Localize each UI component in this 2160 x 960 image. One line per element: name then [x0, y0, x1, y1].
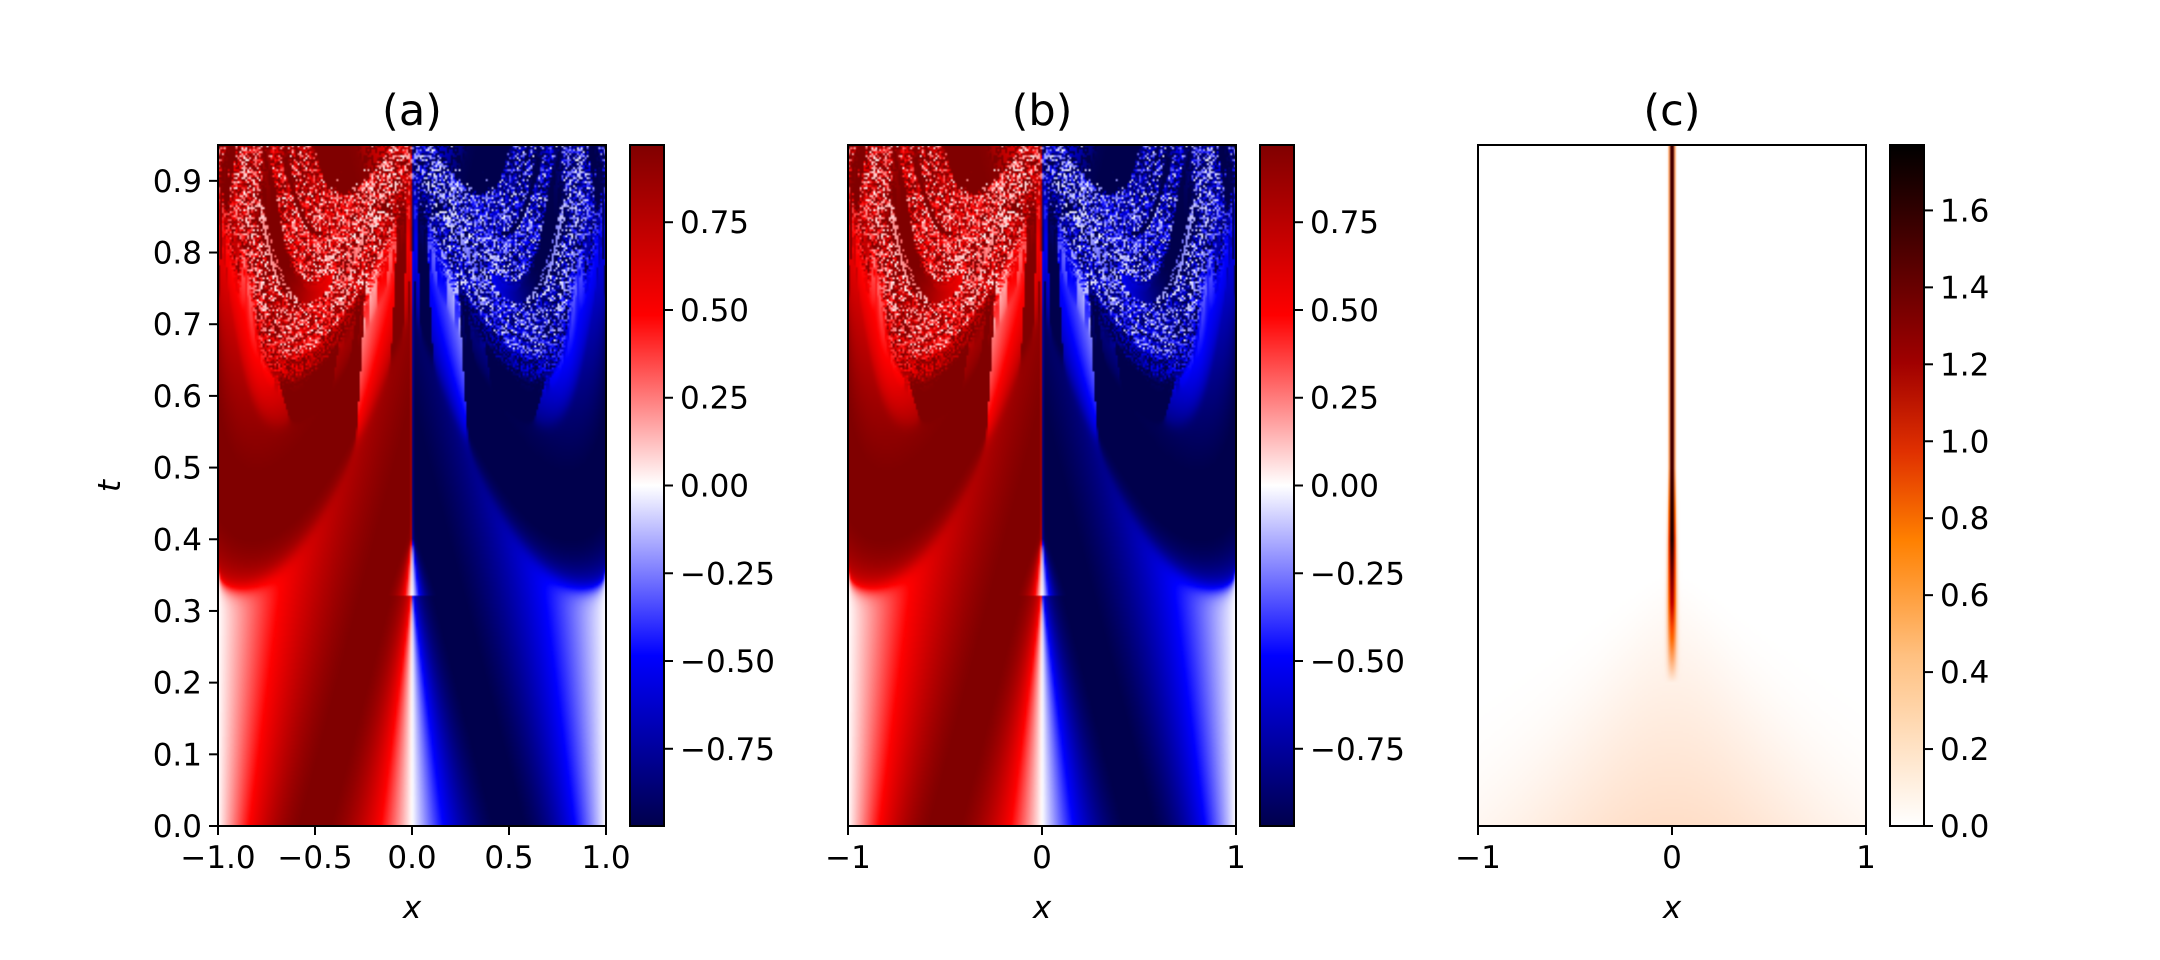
colorbar-tick-label: 0.50 [1310, 293, 1379, 329]
heatmap-c [1478, 145, 1866, 826]
colorbar-tick-label: 0.00 [1310, 469, 1379, 505]
colorbar-tick-label: 0.2 [1940, 732, 1989, 768]
colorbar-tick-label: 0.8 [1940, 501, 1989, 537]
y-ticks-a: 0.0 0.1 0.2 0.3 0.4 0.5 0.6 0.7 0.8 0.9 [153, 164, 218, 845]
x-tick-label: 0 [1032, 840, 1052, 876]
colorbar-ticks-a: 0.75 0.50 0.25 0.00 −0.25 −0.50 −0.75 [664, 205, 775, 768]
panel-title-c: (c) [1643, 86, 1700, 136]
colorbar-tick-label: 0.4 [1940, 655, 1989, 691]
colorbar-tick-label: −0.75 [1310, 732, 1405, 768]
colorbar-tick-label: 0.25 [1310, 381, 1379, 417]
colorbar-ticks-b: 0.75 0.50 0.25 0.00 −0.25 −0.50 −0.75 [1294, 205, 1405, 768]
colorbar-tick-label: 0.0 [1940, 809, 1989, 845]
x-tick-label: −1 [825, 840, 871, 876]
x-tick-label: −1 [1455, 840, 1501, 876]
colorbar-tick-label: 1.2 [1940, 347, 1989, 383]
colorbar-tick-label: −0.75 [680, 732, 775, 768]
x-tick-label: 1 [1226, 840, 1246, 876]
heatmap-a [218, 145, 606, 826]
colorbar-tick-label: −0.25 [680, 556, 775, 592]
colorbar-b [1259, 144, 1295, 827]
colorbar-tick-label: −0.25 [1310, 556, 1405, 592]
x-tick-label: 1.0 [581, 840, 630, 876]
x-tick-label: 0.5 [484, 840, 533, 876]
panel-c: (c) x −1 0 1 1.6 1.4 1.2 1.0 0.8 0.6 0.4 0.2 0.0 [1455, 86, 1989, 926]
colorbar-a [629, 144, 665, 827]
y-tick-label: 0.0 [153, 809, 202, 845]
colorbar-tick-label: 1.4 [1940, 270, 1989, 306]
y-tick-label: 0.3 [153, 594, 202, 630]
colorbar-tick-label: 1.0 [1940, 424, 1989, 460]
y-tick-label: 0.1 [153, 737, 202, 773]
colorbar-tick-label: −0.50 [680, 644, 775, 680]
panel-b: (b) x −1 0 1 0.75 0.50 0.25 0.00 −0.25 −0.50 −0.… [825, 86, 1405, 926]
x-ticks-a: −1.0 −0.5 0.0 0.5 1.0 [180, 826, 631, 876]
y-tick-label: 0.9 [153, 164, 202, 200]
y-tick-label: 0.6 [153, 379, 202, 415]
y-tick-label: 0.4 [153, 522, 202, 558]
panel-title-b: (b) [1012, 86, 1073, 136]
x-axis-label-a: x [402, 890, 422, 926]
heatmap-b [848, 145, 1236, 826]
colorbar-tick-label: 0.6 [1940, 578, 1989, 614]
x-ticks-c: −1 0 1 [1455, 826, 1876, 876]
colorbar-c [1889, 144, 1925, 827]
colorbar-ticks-c: 1.6 1.4 1.2 1.0 0.8 0.6 0.4 0.2 0.0 [1924, 193, 1989, 845]
x-tick-label: 1 [1856, 840, 1876, 876]
colorbar-tick-label: −0.50 [1310, 644, 1405, 680]
x-tick-label: −0.5 [277, 840, 352, 876]
x-axis-label-c: x [1662, 890, 1682, 926]
colorbar-tick-label: 0.50 [680, 293, 749, 329]
colorbar-tick-label: 1.6 [1940, 193, 1989, 229]
y-axis-label-a: t [92, 478, 128, 492]
x-axis-label-b: x [1032, 890, 1052, 926]
panel-a: (a) x t −1.0 −0.5 0.0 0.5 1.0 0.00.10.20.30.… [92, 86, 775, 926]
colorbar-tick-label: 0.75 [680, 205, 749, 241]
y-tick-label: 0.7 [153, 307, 202, 343]
y-tick-label: 0.8 [153, 236, 202, 272]
x-tick-label: 0.0 [387, 840, 436, 876]
y-tick-label: 0.2 [153, 666, 202, 702]
x-tick-label: −1.0 [180, 840, 255, 876]
x-tick-label: 0 [1662, 840, 1682, 876]
colorbar-tick-label: 0.00 [680, 469, 749, 505]
colorbar-tick-label: 0.75 [1310, 205, 1379, 241]
panel-title-a: (a) [382, 86, 442, 136]
colorbar-tick-label: 0.25 [680, 381, 749, 417]
x-ticks-b: −1 0 1 [825, 826, 1246, 876]
y-tick-label: 0.5 [153, 451, 202, 487]
